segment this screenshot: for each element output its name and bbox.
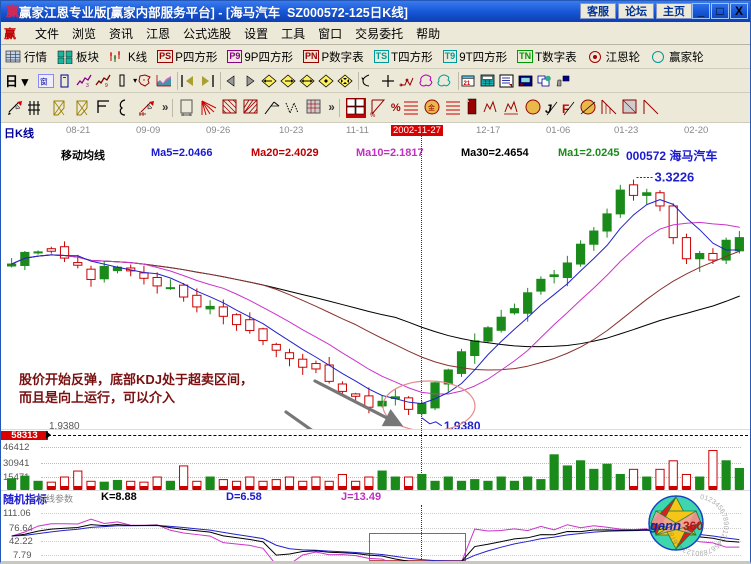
svg-text:%: % — [370, 113, 376, 118]
svg-text:金: 金 — [428, 103, 435, 112]
svg-text:9: 9 — [105, 83, 108, 88]
svg-text:1.9380: 1.9380 — [444, 419, 481, 429]
svg-text:012345678901234567890123456789: 0123456789012345678901234567890 — [667, 494, 729, 556]
svg-text:3.3226: 3.3226 — [655, 170, 695, 185]
svg-text:J: J — [545, 102, 552, 116]
svg-text:3: 3 — [86, 83, 89, 88]
svg-text:赢: 赢 — [6, 4, 19, 19]
svg-text:21: 21 — [464, 81, 471, 87]
svg-text:窗: 窗 — [40, 76, 48, 86]
